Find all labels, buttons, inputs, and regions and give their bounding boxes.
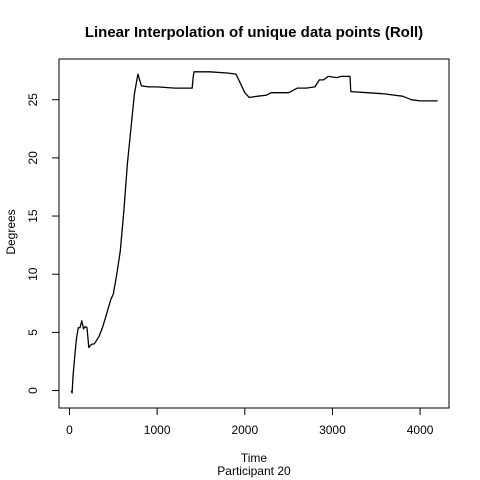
x-tick-label: 4000	[407, 423, 434, 437]
x-tick-label: 2000	[231, 423, 258, 437]
y-axis: 0 5 10 15 20 25	[26, 93, 59, 394]
y-tick-label: 10	[26, 267, 40, 281]
plot-frame	[58, 58, 450, 409]
x-axis: 0 1000 2000 3000 4000	[66, 408, 434, 437]
x-tick-label: 0	[66, 423, 73, 437]
y-tick-label: 5	[26, 329, 40, 336]
chart-title: Linear Interpolation of unique data poin…	[85, 24, 423, 41]
y-tick-label: 15	[26, 209, 40, 223]
y-tick-label: 0	[26, 387, 40, 394]
y-axis-label: Degrees	[4, 209, 18, 254]
x-tick-label: 3000	[319, 423, 346, 437]
x-axis-label: Time	[241, 451, 268, 465]
y-tick-label: 25	[26, 93, 40, 107]
y-tick-label: 20	[26, 151, 40, 165]
series-line-roll	[70, 71, 438, 394]
x-tick-label: 1000	[144, 423, 171, 437]
chart-subtitle: Participant 20	[217, 464, 291, 478]
